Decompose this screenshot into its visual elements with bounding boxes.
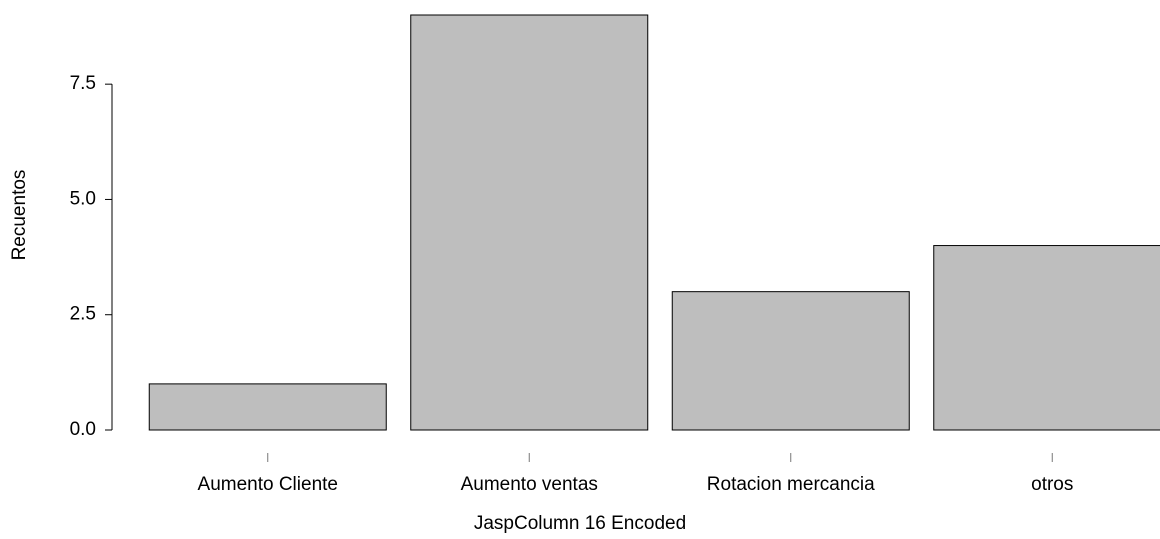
y-tick-label: 0.0 bbox=[70, 419, 96, 440]
y-tick-label: 5.0 bbox=[70, 188, 96, 209]
x-tick-label: Rotacion mercancia bbox=[707, 474, 875, 495]
x-tick-label: Aumento Cliente bbox=[198, 474, 338, 495]
bar bbox=[933, 245, 1160, 431]
y-tick-label: 7.5 bbox=[70, 73, 96, 94]
x-axis-title: JaspColumn 16 Encoded bbox=[474, 513, 686, 534]
bar bbox=[410, 14, 649, 431]
y-axis-title: Recuentos bbox=[9, 170, 30, 261]
x-tick-label: otros bbox=[1031, 474, 1073, 495]
y-tick-label: 2.5 bbox=[70, 304, 96, 325]
bar bbox=[671, 291, 910, 431]
bar bbox=[148, 383, 387, 431]
x-tick-label: Aumento ventas bbox=[461, 474, 598, 495]
